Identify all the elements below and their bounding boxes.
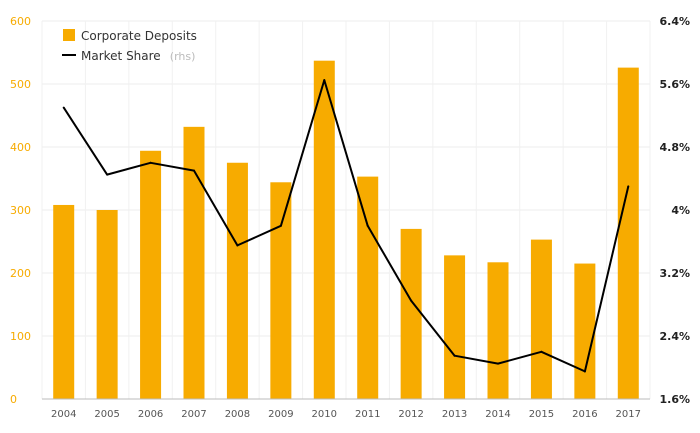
x-tick-label: 2012	[398, 409, 423, 420]
bar	[140, 150, 162, 399]
bar	[400, 228, 422, 399]
line-series-market-share	[62, 79, 630, 373]
y-right-tick-label: 2.4%	[659, 330, 690, 343]
x-tick-label: 2011	[355, 409, 380, 420]
y-left-tick-label: 100	[10, 330, 31, 343]
y-right-tick-label: 5.6%	[659, 78, 690, 91]
bar	[444, 255, 466, 399]
bar	[617, 67, 639, 400]
line-point	[193, 169, 195, 172]
legend: Corporate Deposits Market Share (rhs)	[62, 29, 197, 64]
x-tick-label: 2010	[312, 409, 337, 420]
bar	[574, 263, 596, 399]
line-point	[106, 173, 109, 176]
bar	[270, 182, 292, 399]
axes: 0 1.6% 100 2.4% 200 3.2% 300 4% 400 4.8% 500 5.6% 60…	[10, 15, 690, 420]
bar	[53, 204, 75, 399]
line-point	[366, 224, 369, 227]
line-point	[62, 106, 65, 109]
legend-label-market-share-name: Market Share	[81, 49, 161, 63]
bar	[487, 262, 509, 399]
x-tick-label: 2006	[138, 409, 163, 420]
x-tick-label: 2004	[51, 409, 76, 420]
legend-label-market-share: Market Share (rhs)	[81, 45, 195, 64]
line-point	[627, 185, 630, 188]
y-right-tick-label: 4%	[671, 204, 690, 217]
line-point	[323, 79, 326, 82]
y-left-tick-label: 300	[10, 204, 31, 217]
y-right-tick-label: 6.4%	[659, 15, 690, 28]
x-tick-label: 2005	[94, 409, 119, 420]
bar	[183, 126, 205, 399]
x-tick-label: 2008	[225, 409, 250, 420]
y-right-tick-label: 4.8%	[659, 141, 690, 154]
y-left-tick-label: 0	[10, 393, 17, 406]
x-tick-label: 2017	[616, 409, 641, 420]
x-tick-label: 2007	[181, 409, 206, 420]
y-right-tick-label: 3.2%	[659, 267, 690, 280]
bar	[226, 162, 248, 399]
bar	[96, 210, 118, 399]
gridlines	[41, 20, 651, 399]
legend-label-market-share-suffix: (rhs)	[170, 50, 196, 63]
y-left-tick-label: 400	[10, 141, 31, 154]
x-tick-label: 2013	[442, 409, 467, 420]
y-left-tick-label: 600	[10, 15, 31, 28]
series-line	[62, 79, 630, 373]
bar	[313, 60, 335, 399]
line-point	[149, 161, 152, 164]
line-point	[453, 354, 456, 357]
bar-series-corporate-deposits	[53, 60, 639, 400]
x-tick-label: 2015	[529, 409, 554, 420]
y-left-tick-label: 500	[10, 78, 31, 91]
line-point	[279, 224, 282, 227]
legend-swatch-corporate-deposits	[63, 29, 75, 41]
x-tick-label: 2014	[485, 409, 510, 420]
line-point	[583, 370, 586, 373]
bar	[357, 176, 379, 399]
bar	[530, 239, 552, 399]
y-left-tick-label: 200	[10, 267, 31, 280]
line-point	[410, 299, 413, 302]
line-point	[540, 350, 543, 353]
x-tick-label: 2016	[572, 409, 597, 420]
x-tick-label: 2009	[268, 409, 293, 420]
line-point	[236, 244, 239, 247]
legend-label-corporate-deposits: Corporate Deposits	[81, 29, 197, 43]
line-point	[497, 362, 499, 365]
y-right-tick-label: 1.6%	[659, 393, 690, 406]
